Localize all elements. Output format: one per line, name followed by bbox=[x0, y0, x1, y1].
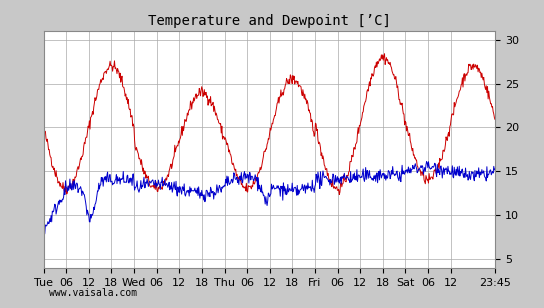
Text: www.vaisala.com: www.vaisala.com bbox=[49, 288, 137, 298]
Title: Temperature and Dewpoint [’C]: Temperature and Dewpoint [’C] bbox=[148, 14, 391, 28]
